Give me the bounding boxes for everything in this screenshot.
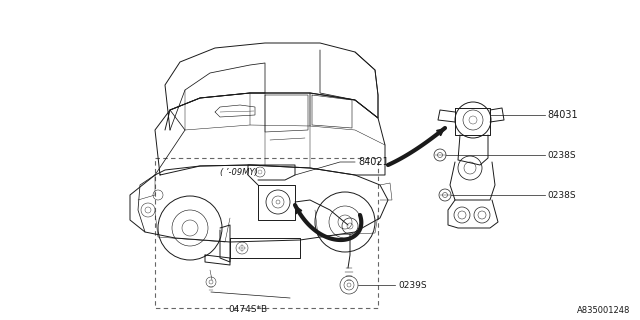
Text: 0238S: 0238S — [547, 150, 575, 159]
Bar — [155, 158, 378, 308]
Text: 0238S: 0238S — [547, 190, 575, 199]
Text: 84021: 84021 — [358, 157, 388, 167]
Text: A835001248: A835001248 — [577, 306, 630, 315]
Text: ( ’-09MY): ( ’-09MY) — [220, 168, 258, 177]
Text: 84031: 84031 — [547, 110, 578, 120]
Text: 0239S: 0239S — [398, 281, 427, 290]
Text: 0474S*B: 0474S*B — [228, 305, 268, 314]
